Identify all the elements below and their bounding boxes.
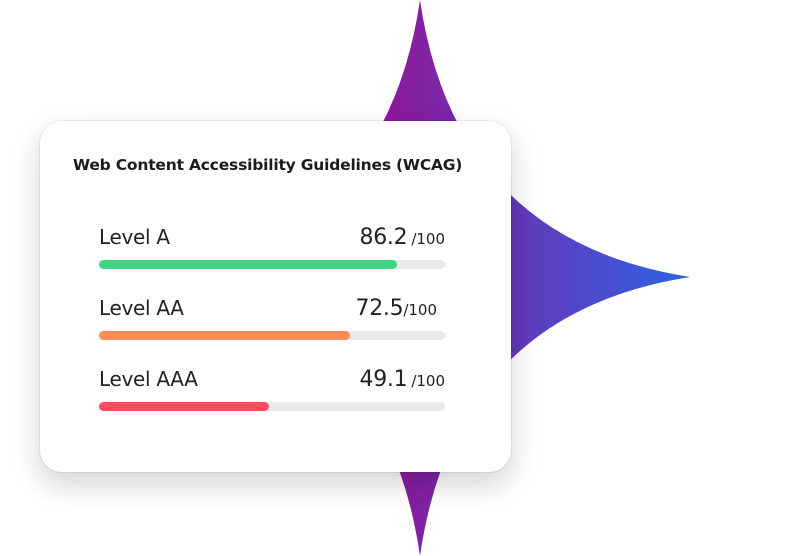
score-value: 49.1 [359,367,408,392]
score-value: 86.2 [359,225,408,250]
score-max: /100 [403,301,437,319]
level-score: 86.2/100 [360,225,445,250]
level-score: 49.1/100 [360,367,445,392]
level-label: Level AAA [99,367,198,391]
progress-bar [99,402,445,411]
wcag-score-card: Web Content Accessibility Guidelines (WC… [40,121,511,472]
score-max: /100 [411,230,445,248]
level-score: 72.5/100 [356,296,437,321]
card-title: Web Content Accessibility Guidelines (WC… [73,156,463,174]
progress-fill [99,331,350,340]
progress-bar [99,331,445,340]
level-label: Level AA [99,296,184,320]
level-label: Level A [99,225,170,249]
score-value: 72.5 [355,296,404,321]
progress-fill [99,402,269,411]
progress-fill [99,260,398,269]
score-max: /100 [411,372,445,390]
progress-bar [99,260,445,269]
